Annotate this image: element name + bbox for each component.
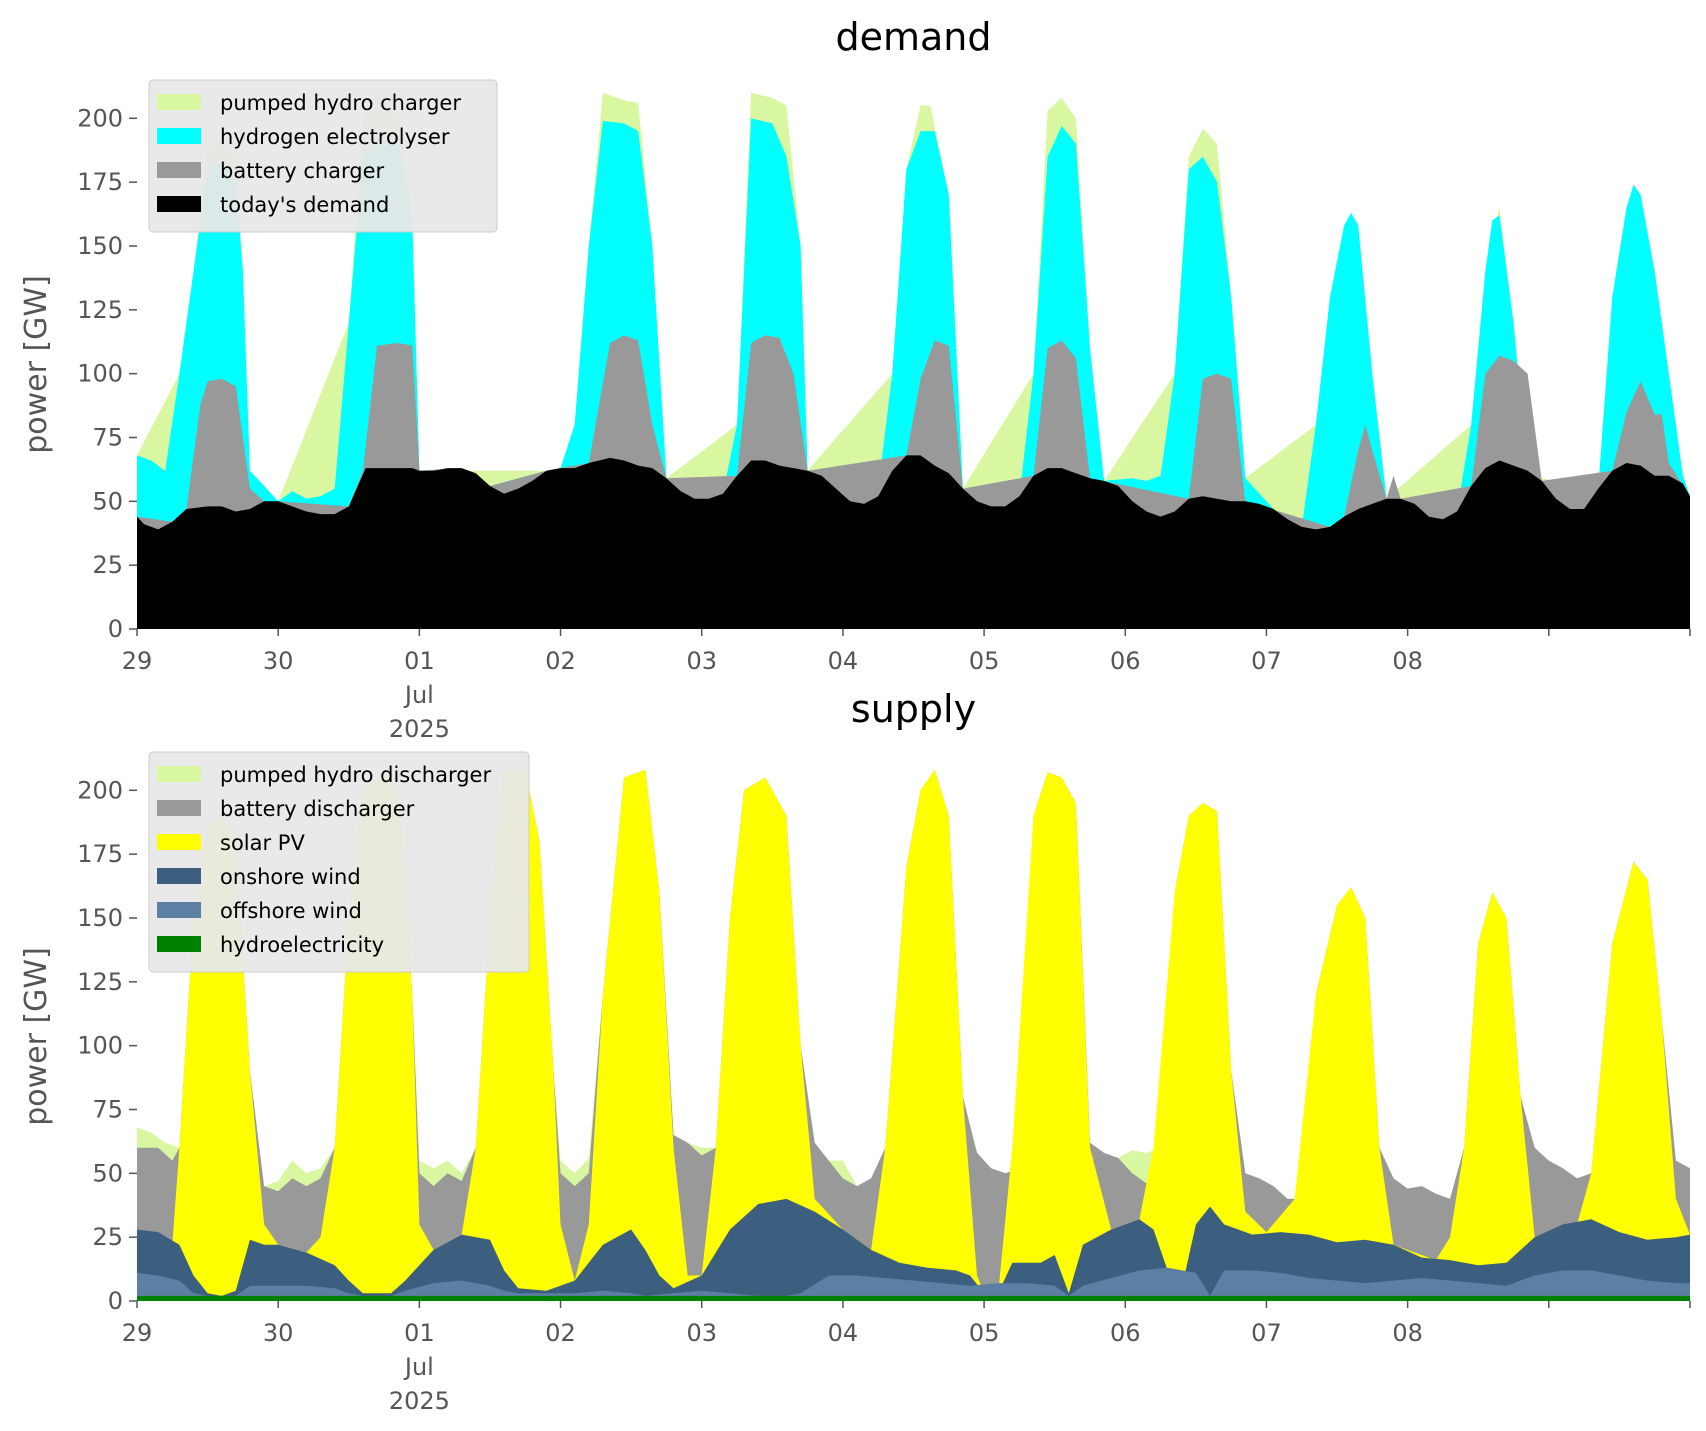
y-axis-label: power [GW] — [19, 275, 54, 454]
y-tick-label: 0 — [108, 615, 123, 643]
supply-panel: supply power [GW] 0 25 50 75 100 125 150 175 200 29… — [19, 687, 1691, 1415]
chart-title: demand — [835, 15, 991, 59]
x-tick-sublabel: Jul — [403, 1353, 434, 1381]
series-area-today-s-demand — [137, 455, 1690, 629]
legend-swatch — [157, 834, 201, 850]
legend-swatch — [157, 902, 201, 918]
y-tick-label: 100 — [77, 1032, 123, 1060]
legend-label: solar PV — [220, 831, 305, 855]
x-tick-label: 05 — [969, 647, 1000, 675]
legend-box — [148, 79, 498, 233]
legend-label: onshore wind — [220, 865, 361, 889]
legend-swatch — [157, 766, 201, 782]
y-tick-label: 125 — [77, 296, 123, 324]
x-tick-label: 29 — [122, 647, 153, 675]
legend-swatch — [157, 128, 201, 144]
legend-label: hydroelectricity — [220, 933, 384, 957]
y-tick-label: 75 — [92, 1095, 123, 1123]
x-tick-label: 02 — [545, 647, 576, 675]
y-tick-label: 150 — [77, 904, 123, 932]
y-tick-label: 75 — [92, 423, 123, 451]
x-tick-label: 03 — [686, 647, 717, 675]
legend-swatch — [157, 868, 201, 884]
y-tick-label: 175 — [77, 840, 123, 868]
x-tick-label: 06 — [1110, 1319, 1141, 1347]
y-tick-label: 100 — [77, 360, 123, 388]
legend-swatch — [157, 800, 201, 816]
demand-panel: demand power [GW] 0 25 50 75 100 125 150 175 200 29… — [19, 15, 1691, 743]
x-tick-label: 06 — [1110, 647, 1141, 675]
legend-label: battery charger — [220, 159, 385, 183]
x-tick-label: 30 — [263, 1319, 294, 1347]
x-tick-label: 07 — [1251, 1319, 1282, 1347]
legend-swatch — [157, 162, 201, 178]
y-tick-label: 150 — [77, 232, 123, 260]
legend-swatch — [157, 936, 201, 952]
y-tick-label: 175 — [77, 168, 123, 196]
x-tick-label: 04 — [828, 647, 859, 675]
y-tick-label: 200 — [77, 104, 123, 132]
x-tick-label: 08 — [1392, 647, 1423, 675]
y-tick-label: 25 — [92, 1223, 123, 1251]
legend: pumped hydro charger hydrogen electrolyse… — [148, 79, 498, 233]
legend-label: today's demand — [220, 193, 389, 217]
legend-label: pumped hydro discharger — [220, 763, 491, 787]
x-tick-label: 01 — [404, 647, 435, 675]
x-tick-label: 01 — [404, 1319, 435, 1347]
x-tick-label: 03 — [686, 1319, 717, 1347]
legend: pumped hydro discharger battery discharge… — [148, 751, 530, 973]
chart-title: supply — [851, 687, 976, 731]
x-tick-label: 29 — [122, 1319, 153, 1347]
x-tick-label: 05 — [969, 1319, 1000, 1347]
y-tick-label: 25 — [92, 551, 123, 579]
x-tick-sublabel: Jul — [403, 681, 434, 709]
x-tick-label: 04 — [828, 1319, 859, 1347]
legend-swatch — [157, 94, 201, 110]
y-axis-label: power [GW] — [19, 947, 54, 1126]
x-tick-label: 30 — [263, 647, 294, 675]
legend-label: hydrogen electrolyser — [220, 125, 450, 149]
y-tick-label: 125 — [77, 968, 123, 996]
y-tick-label: 50 — [92, 1159, 123, 1187]
x-tick-label: 02 — [545, 1319, 576, 1347]
x-tick-sublabel: 2025 — [389, 715, 450, 743]
series-area-hydroelectricity — [137, 1295, 1690, 1301]
legend-label: battery discharger — [220, 797, 415, 821]
legend-swatch — [157, 196, 201, 212]
legend-label: pumped hydro charger — [220, 91, 461, 115]
x-tick-label: 08 — [1392, 1319, 1423, 1347]
legend-box — [148, 751, 530, 973]
y-tick-label: 200 — [77, 776, 123, 804]
y-tick-label: 0 — [108, 1287, 123, 1315]
y-tick-label: 50 — [92, 487, 123, 515]
legend-label: offshore wind — [220, 899, 362, 923]
series-area-offshore-wind — [137, 1267, 1690, 1301]
x-tick-sublabel: 2025 — [389, 1387, 450, 1415]
series-area-onshore-wind — [137, 1198, 1690, 1301]
x-tick-label: 07 — [1251, 647, 1282, 675]
